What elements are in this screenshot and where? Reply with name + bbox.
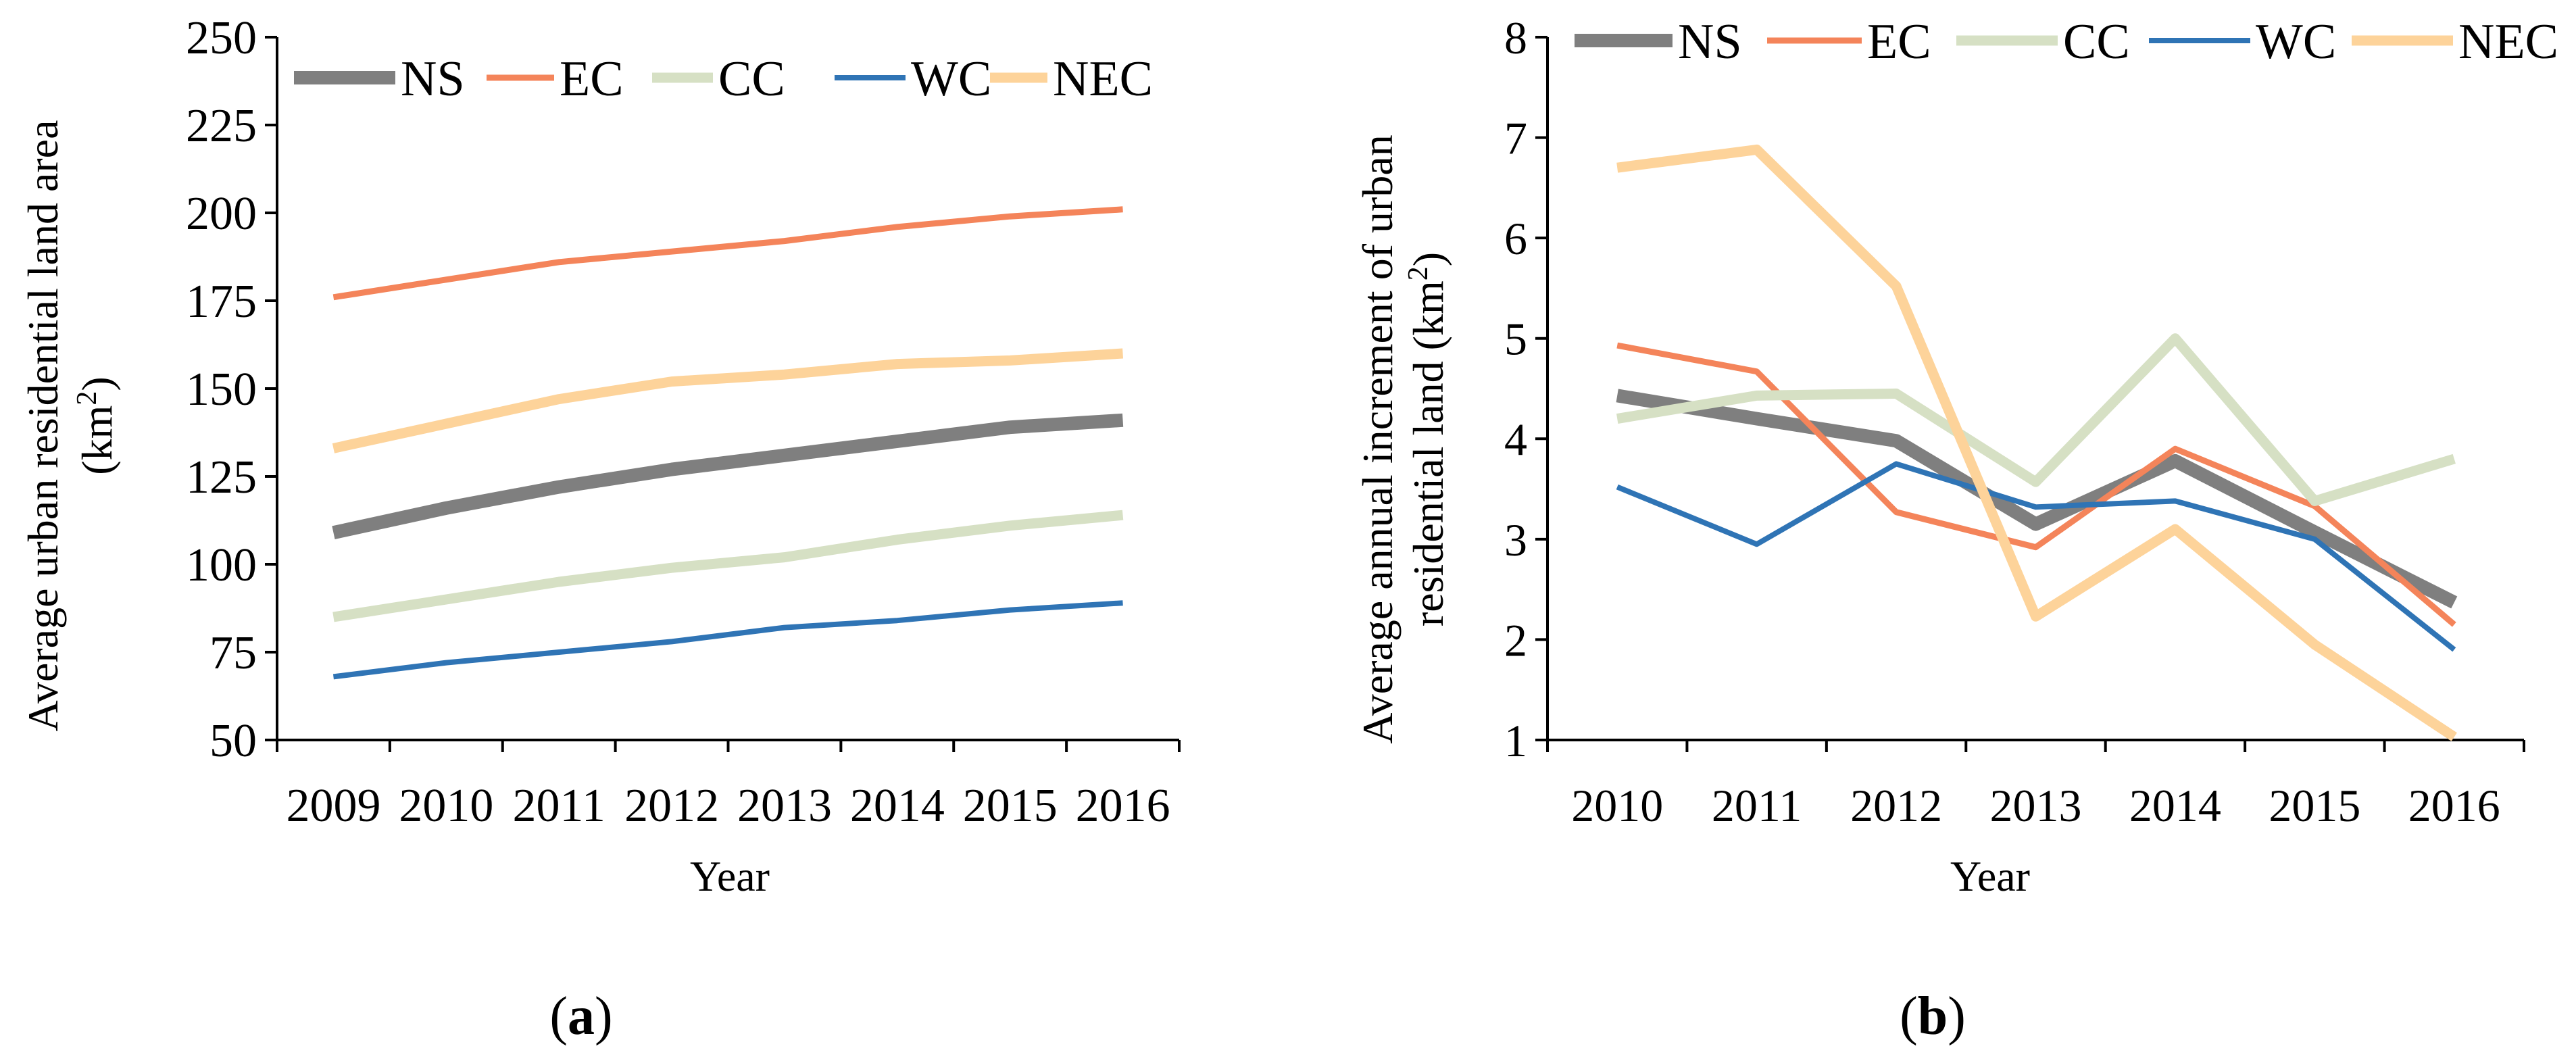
chart-a-x-tick-label: 2014 xyxy=(850,780,945,832)
chart-b-y-tick-label: 2 xyxy=(1504,614,1527,666)
chart-a-caption: (a) xyxy=(549,987,612,1046)
chart-b-legend-label-ns: NS xyxy=(1678,14,1742,70)
chart-b-x-tick-label: 2012 xyxy=(1850,780,1942,831)
chart-a-legend-label-nec: NEC xyxy=(1053,51,1153,107)
chart-b-legend-label-cc: CC xyxy=(2063,14,2130,70)
chart-a-y-tick-label: 125 xyxy=(186,451,257,503)
chart-a-series-wc-line xyxy=(332,600,1123,680)
chart-a-x-axis-title: Year xyxy=(690,852,770,900)
chart-a-x-tick-label: 2016 xyxy=(1076,780,1170,832)
chart-b-y-axis-title: Average annual increment of urban reside… xyxy=(1354,134,1452,744)
chart-b-legend-label-ec: EC xyxy=(1867,14,1931,70)
chart-a-x-tick-label: 2010 xyxy=(399,780,493,832)
chart-b-legend-label-nec: NEC xyxy=(2458,14,2558,70)
chart-b: Average annual increment of urban reside… xyxy=(1354,12,2558,1046)
chart-b-x-tick-label: 2010 xyxy=(1571,780,1663,831)
chart-a-x-tick-label: 2015 xyxy=(963,780,1058,832)
chart-b-x-axis-title: Year xyxy=(1950,852,2030,900)
chart-b-x-tick-label: 2015 xyxy=(2269,780,2360,831)
chart-a-x-tick-label: 2012 xyxy=(624,780,719,832)
chart-b-y-tick-label: 8 xyxy=(1504,12,1527,64)
chart-a-series-nec-line xyxy=(332,348,1124,453)
chart-a-y-tick-label: 175 xyxy=(186,276,257,328)
chart-b-y-tick-label: 1 xyxy=(1504,715,1527,766)
chart-b-x-tick-label: 2013 xyxy=(1990,780,2082,831)
chart-a-x-tick-label: 2009 xyxy=(286,780,380,832)
chart-b-caption: (b) xyxy=(1900,987,1966,1046)
chart-a-y-tick-label: 200 xyxy=(186,188,257,240)
chart-b-series-nec-line xyxy=(1616,144,2457,741)
chart-b-y-axis-title-line2: residential land (km2) xyxy=(1403,252,1452,626)
chart-a-y-tick-label: 50 xyxy=(209,715,257,767)
chart-a-x-tick-label: 2013 xyxy=(737,780,832,832)
chart-a-series-cc-line xyxy=(332,510,1124,622)
chart-a-legend-label-ec: EC xyxy=(560,51,624,107)
chart-a-y-tick-label: 250 xyxy=(186,12,257,64)
chart-b-x-tick-label: 2016 xyxy=(2408,780,2500,831)
chart-a-x-tick-label: 2011 xyxy=(512,780,605,832)
chart-a-y-axis-title-line1: Average urban residential land area xyxy=(19,120,67,732)
chart-b-y-tick-label: 3 xyxy=(1504,514,1527,566)
chart-b-x-tick-label: 2011 xyxy=(1712,780,1802,831)
chart-a-legend-label-cc: CC xyxy=(718,51,785,107)
chart-a-series-ns-line xyxy=(332,413,1124,539)
chart-b-x-tick-label: 2014 xyxy=(2129,780,2221,831)
chart-a-legend-label-wc: WC xyxy=(911,51,991,107)
chart-a-legend-label-ns: NS xyxy=(401,51,465,107)
chart-b-y-axis-title-line1: Average annual increment of urban xyxy=(1354,134,1402,744)
chart-a-y-axis-title: Average urban residential land area (km2… xyxy=(19,120,121,732)
chart-b-y-tick-label: 7 xyxy=(1504,113,1527,164)
chart-b-y-tick-label: 6 xyxy=(1504,213,1527,264)
chart-a-y-axis-title-line2: (km2) xyxy=(72,376,121,474)
chart-b-legend-label-wc: WC xyxy=(2256,14,2336,70)
chart-a-y-tick-label: 75 xyxy=(209,627,257,679)
chart-a-y-tick-label: 100 xyxy=(186,539,257,591)
chart-a: Average urban residential land area (km2… xyxy=(19,12,1181,1046)
chart-a-series-ec-line xyxy=(332,206,1123,301)
chart-a-y-tick-label: 225 xyxy=(186,100,257,152)
chart-a-y-tick-label: 150 xyxy=(186,364,257,416)
chart-b-y-tick-label: 5 xyxy=(1504,314,1527,365)
chart-b-y-tick-label: 4 xyxy=(1504,414,1527,465)
